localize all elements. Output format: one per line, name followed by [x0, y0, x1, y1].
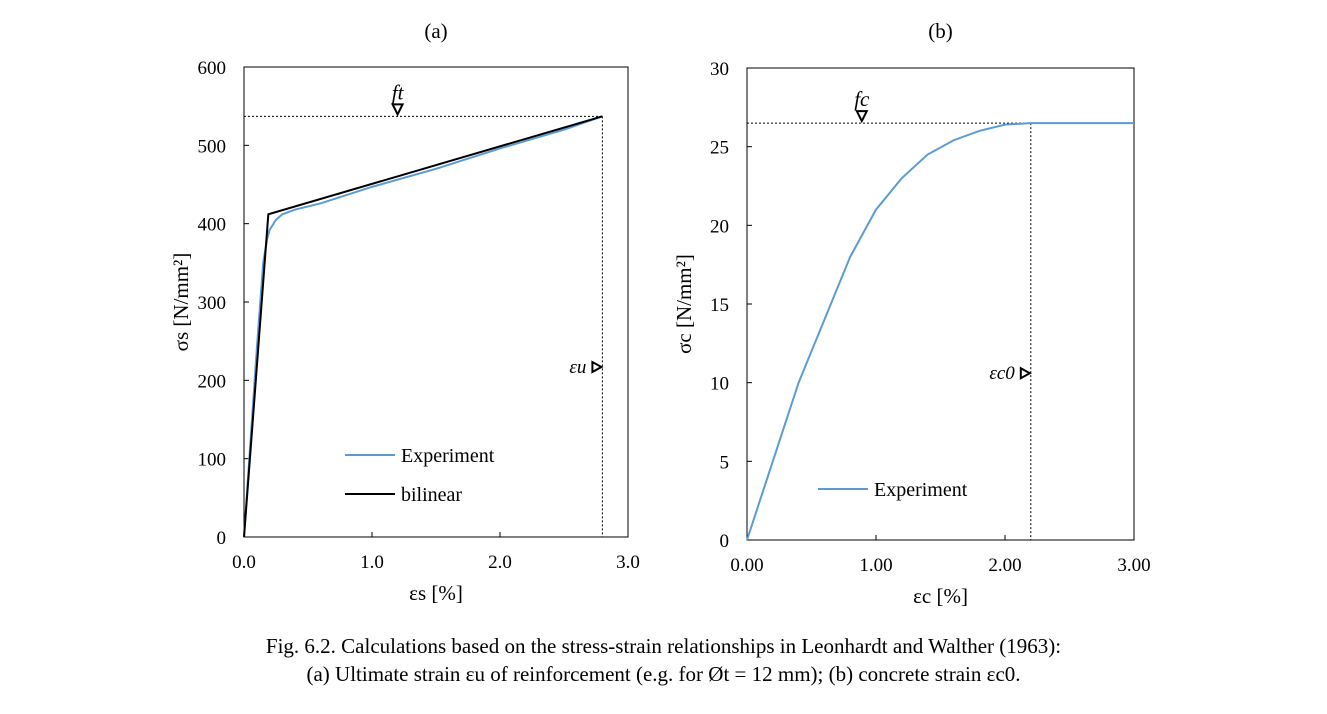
y-tick-label: 200	[198, 371, 227, 392]
y-tick-label: 300	[198, 293, 227, 314]
x-tick-label: 0.0	[232, 552, 256, 573]
panel-label: (b)	[928, 19, 953, 43]
series-line-bilinear	[243, 115, 603, 538]
y-tick-label: 25	[710, 138, 729, 159]
x-tick-label: 1.0	[360, 552, 384, 573]
legend-label: Experiment	[874, 479, 968, 501]
y-tick-label: 400	[198, 215, 227, 236]
x-axis-label: εs [%]	[409, 581, 463, 605]
triangle-marker-icon	[390, 103, 405, 117]
legend-label: bilinear	[401, 484, 462, 506]
legend-label: Experiment	[401, 445, 495, 467]
y-tick-label: 5	[720, 452, 730, 473]
series-line-experiment	[243, 115, 603, 538]
annotation-label: ft	[392, 80, 405, 104]
x-tick-label: 1.00	[859, 555, 892, 576]
y-tick-label: 100	[198, 450, 227, 471]
x-tick-label: 0.00	[730, 555, 763, 576]
triangle-marker-icon	[591, 360, 604, 374]
x-tick-label: 2.0	[488, 552, 512, 573]
y-tick-label: 15	[710, 295, 729, 316]
triangle-marker-icon	[1019, 366, 1032, 380]
y-tick-label: 10	[710, 374, 729, 395]
y-tick-label: 30	[710, 59, 729, 80]
y-tick-label: 20	[710, 216, 729, 237]
chart-b: (b) 0.00 1.00 2.00 3.00 0 5 10 15 20 25 30 εc [%] σc …	[672, 19, 1151, 608]
y-tick-label: 0	[720, 531, 730, 552]
y-tick-label: 500	[198, 136, 227, 157]
panel-label: (a)	[424, 19, 447, 43]
triangle-marker-icon	[855, 110, 869, 124]
y-axis-label: σs [N/mm²]	[169, 253, 193, 352]
annotation-label: fc	[854, 87, 870, 111]
x-tick-label: 3.00	[1117, 555, 1150, 576]
caption-line-2: (a) Ultimate strain εu of reinforcement …	[306, 662, 1021, 686]
x-tick-label: 3.0	[616, 552, 640, 573]
x-tick-label: 2.00	[988, 555, 1021, 576]
annotation-label: εc0	[989, 363, 1015, 384]
annotation-label: εu	[569, 357, 586, 378]
y-axis-label: σc [N/mm²]	[672, 254, 696, 354]
y-tick-label: 600	[198, 58, 227, 79]
series-line-experiment	[746, 122, 1134, 541]
y-tick-label: 0	[217, 528, 227, 549]
chart-a: (a) 0.0 1.0 2.0 3.0 0 100 200 300 400 500 600 εs [%]…	[169, 19, 640, 605]
plot-frame	[746, 67, 1135, 541]
caption-line-1: Fig. 6.2. Calculations based on the stre…	[265, 634, 1062, 658]
x-axis-label: εc [%]	[913, 584, 968, 608]
